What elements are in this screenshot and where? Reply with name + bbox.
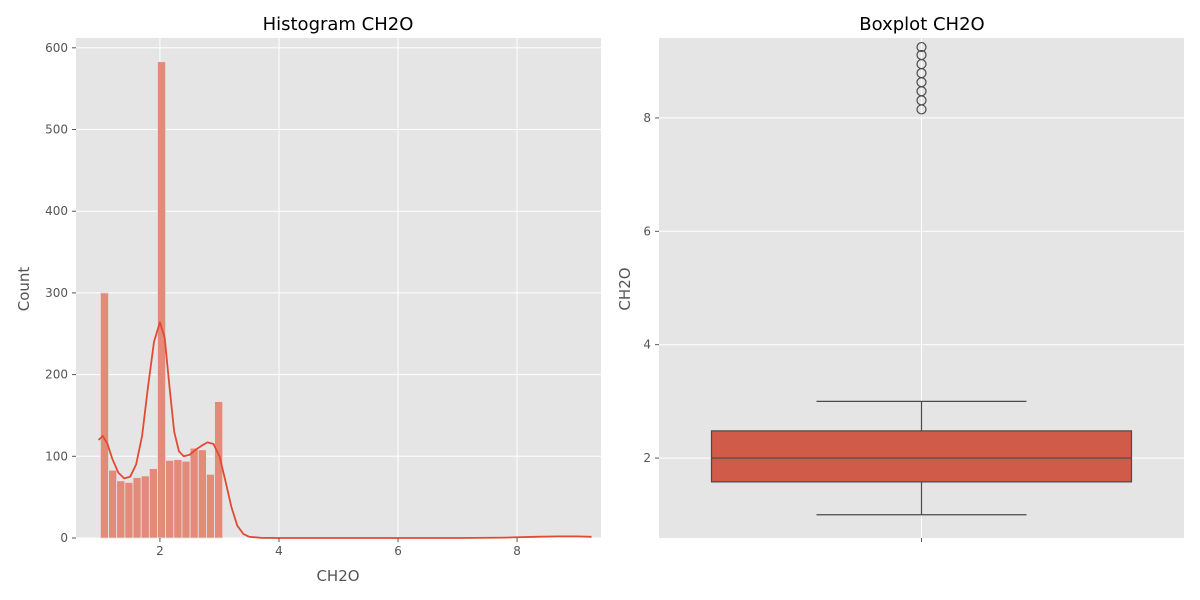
histogram-bar — [206, 473, 215, 539]
histogram-y-tick-label: 200 — [45, 368, 68, 382]
boxplot-y-tick-label: 2 — [643, 451, 651, 465]
boxplot-marks — [710, 41, 1133, 516]
histogram-bar — [189, 447, 199, 539]
histogram-kde — [97, 321, 592, 539]
histogram-x-axis-label: CH2O — [316, 567, 359, 585]
histogram-bar — [100, 292, 109, 539]
iqr-box — [710, 430, 1133, 483]
histogram-x-tick-label: 8 — [513, 544, 521, 558]
kde-line — [97, 321, 592, 539]
boxplot-y-tick-label: 6 — [643, 224, 651, 238]
histogram-title: Histogram CH2O — [263, 14, 414, 35]
boxplot-panel: Boxplot CH2O 2 4 6 8 CH2O — [616, 14, 1184, 542]
boxplot-y-tick-label: 8 — [643, 111, 651, 125]
histogram-y-tick-label: 600 — [45, 41, 68, 55]
histogram-bar — [148, 468, 158, 539]
histogram-bar — [132, 477, 142, 539]
histogram-bar — [173, 459, 183, 539]
histogram-plot-area — [76, 38, 601, 538]
boxplot-y-axis-label: CH2O — [616, 267, 634, 310]
histogram-bars — [100, 61, 224, 539]
histogram-bar — [157, 61, 167, 539]
histogram-bar — [181, 460, 191, 539]
histogram-bar — [116, 480, 126, 539]
histogram-bar — [108, 469, 118, 539]
histogram-bar — [214, 401, 224, 539]
histogram-y-axis-label: Count — [15, 267, 33, 312]
histogram-bar — [165, 459, 175, 539]
histogram-y-tick-label: 400 — [45, 204, 68, 218]
boxplot-title: Boxplot CH2O — [859, 14, 984, 35]
histogram-x-tick-label: 2 — [156, 544, 164, 558]
histogram-bar — [140, 475, 150, 539]
boxplot-y-tick-label: 4 — [643, 338, 651, 352]
histogram-bar — [124, 482, 134, 539]
histogram-y-tick-label: 500 — [45, 123, 68, 137]
outlier-point — [916, 49, 927, 61]
outlier-point — [916, 41, 927, 53]
histogram-x-tick-label: 6 — [394, 544, 402, 558]
histogram-y-ticks: 0 100 200 300 400 500 600 — [45, 41, 76, 545]
boxplot-y-ticks: 2 4 6 8 — [643, 111, 659, 465]
histogram-y-tick-label: 300 — [45, 286, 68, 300]
histogram-bar — [197, 449, 207, 539]
histogram-x-tick-label: 4 — [275, 544, 283, 558]
histogram-y-tick-label: 0 — [60, 531, 68, 545]
histogram-y-tick-label: 100 — [45, 449, 68, 463]
histogram-x-ticks: 2 4 6 8 — [156, 538, 521, 558]
